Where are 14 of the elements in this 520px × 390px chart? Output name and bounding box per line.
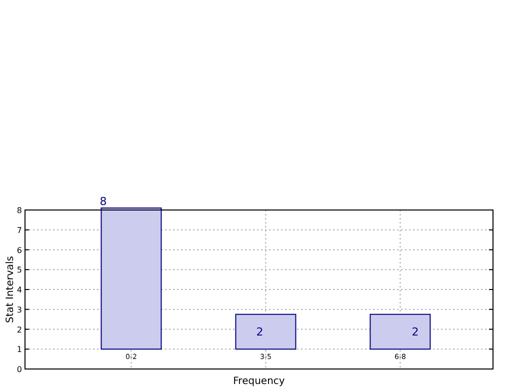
y-tick-label: 7 bbox=[16, 226, 22, 235]
y-tick-label: 1 bbox=[16, 345, 22, 354]
y-tick-label: 6 bbox=[16, 246, 22, 255]
data-label: 2 bbox=[412, 326, 419, 339]
data-label: 8 bbox=[100, 195, 107, 208]
y-tick-label: 4 bbox=[16, 286, 22, 294]
y-axis-title: Stat Intervals bbox=[5, 256, 16, 324]
x-axis-title: Frequency bbox=[233, 376, 285, 387]
y-tick-label: 2 bbox=[16, 325, 22, 334]
data-label: 2 bbox=[256, 326, 264, 339]
y-tick-label: 5 bbox=[16, 266, 22, 275]
y-tick-label: 0 bbox=[16, 365, 22, 374]
y-tick-label: 3 bbox=[16, 305, 22, 314]
y-tick-label: 8 bbox=[16, 206, 22, 215]
